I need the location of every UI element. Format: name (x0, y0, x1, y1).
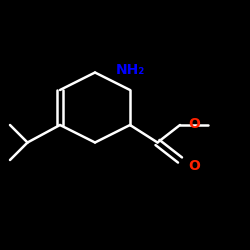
Text: O: O (188, 117, 200, 131)
Text: O: O (188, 159, 200, 173)
Text: NH₂: NH₂ (116, 63, 144, 77)
